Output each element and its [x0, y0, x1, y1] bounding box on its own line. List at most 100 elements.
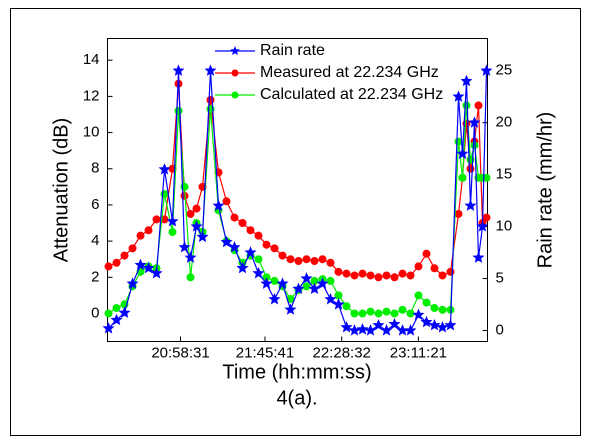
star-marker: [480, 64, 493, 76]
star-marker: [268, 292, 281, 305]
circle-marker: [454, 209, 463, 218]
legend-marker: [231, 91, 239, 99]
star-marker: [178, 241, 191, 253]
y2-tick-label: 10: [496, 218, 513, 235]
star-marker: [372, 318, 385, 331]
circle-marker: [366, 307, 375, 316]
y2-tick-label: 20: [496, 114, 513, 131]
caption: 4(a).: [276, 387, 317, 409]
circle-marker: [318, 255, 327, 264]
circle-marker: [406, 309, 415, 318]
star-marker: [204, 64, 217, 76]
series-line: [108, 83, 487, 278]
y-tick-label: 10: [83, 124, 100, 141]
circle-marker: [358, 309, 367, 318]
circle-marker: [128, 244, 137, 253]
circle-marker: [222, 197, 231, 206]
star-marker: [460, 74, 473, 87]
circle-marker: [482, 213, 491, 222]
circle-marker: [326, 276, 335, 285]
star-marker: [472, 251, 485, 263]
star-marker: [404, 324, 417, 336]
star-marker: [244, 246, 257, 258]
frame: [10, 8, 581, 436]
circle-marker: [112, 304, 121, 313]
circle-marker: [186, 273, 195, 282]
circle-marker: [398, 305, 407, 314]
y-tick-label: 12: [83, 87, 100, 104]
circle-marker: [474, 101, 483, 110]
circle-marker: [104, 309, 113, 318]
circle-marker: [286, 255, 295, 264]
star-marker: [476, 220, 489, 232]
y-tick-label: 0: [91, 304, 99, 321]
star-marker: [292, 282, 305, 295]
y2-tick-label: 0: [496, 321, 504, 338]
star-marker: [300, 272, 313, 284]
legend-marker: [231, 69, 239, 77]
circle-marker: [438, 271, 447, 280]
star-marker: [396, 324, 409, 336]
circle-marker: [430, 264, 439, 273]
star-marker: [308, 282, 321, 295]
star-marker: [158, 163, 171, 175]
series-line: [108, 105, 487, 315]
star-marker: [356, 323, 369, 335]
circle-marker: [302, 255, 311, 264]
circle-marker: [482, 173, 491, 182]
star-marker: [142, 261, 155, 274]
star-marker: [228, 241, 241, 253]
star-marker: [212, 199, 225, 211]
circle-marker: [270, 244, 279, 253]
circle-marker: [398, 269, 407, 278]
circle-marker: [294, 257, 303, 266]
circle-marker: [350, 309, 359, 318]
circle-marker: [366, 271, 375, 280]
star-marker: [102, 322, 115, 334]
circle-marker: [342, 269, 351, 278]
y-tick-label: 8: [91, 160, 99, 177]
star-marker: [444, 318, 457, 331]
circle-marker: [238, 219, 247, 228]
star-marker: [184, 251, 197, 263]
y-tick-label: 2: [91, 268, 99, 285]
star-marker: [388, 318, 401, 330]
circle-marker: [462, 101, 471, 110]
circle-marker: [230, 213, 239, 222]
circle-marker: [254, 255, 263, 264]
circle-marker: [254, 231, 263, 240]
x-tick-label: 21:45:41: [236, 344, 294, 361]
plot-area: [107, 38, 488, 342]
star-marker: [316, 277, 329, 289]
circle-marker: [414, 291, 423, 300]
circle-marker: [390, 273, 399, 282]
circle-marker: [414, 262, 423, 271]
star-marker: [464, 199, 477, 211]
circle-marker: [270, 276, 279, 285]
star-marker: [252, 266, 265, 279]
star-marker: [220, 235, 233, 248]
x-tick-label: 23:11:21: [390, 344, 447, 361]
circle-marker: [120, 251, 129, 260]
star-marker: [428, 318, 441, 331]
circle-marker: [390, 309, 399, 318]
circle-marker: [458, 173, 467, 182]
legend-label: Measured at 22.234 GHz: [260, 64, 439, 81]
circle-marker: [262, 240, 271, 249]
circle-marker: [186, 209, 195, 218]
y2-axis-title: Rain rate (mm/hr): [534, 112, 556, 269]
star-marker: [340, 321, 353, 333]
star-marker: [436, 321, 449, 333]
star-marker: [380, 324, 393, 336]
circle-marker: [310, 257, 319, 266]
star-marker: [332, 298, 345, 310]
star-marker: [118, 306, 131, 318]
circle-marker: [422, 298, 431, 307]
circle-marker: [246, 226, 255, 235]
circle-marker: [374, 309, 383, 318]
circle-marker: [382, 307, 391, 316]
circle-marker: [302, 282, 311, 291]
circle-marker: [430, 304, 439, 313]
y2-tick-label: 25: [496, 62, 513, 79]
legend-label: Calculated at 22.234 GHz: [260, 86, 443, 103]
